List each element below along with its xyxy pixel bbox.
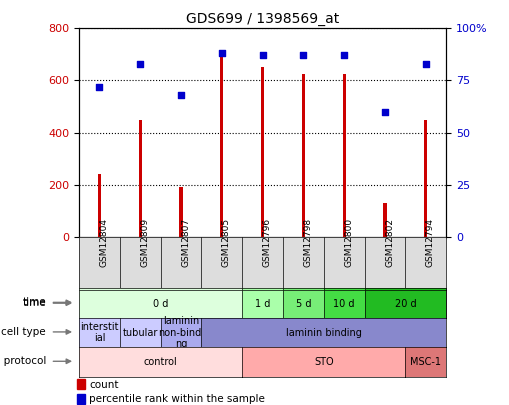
Text: GSM12802: GSM12802 (384, 218, 393, 266)
Text: 5 d: 5 d (295, 299, 310, 309)
Text: count: count (89, 379, 118, 390)
Point (136, 61, 144, 67)
Text: laminin
non-bindi
ng: laminin non-bindi ng (158, 316, 204, 349)
Bar (423, 119, 427, 237)
Text: 10 d: 10 d (333, 299, 354, 309)
Text: 0 d: 0 d (153, 298, 168, 308)
Bar (76, 394, 85, 403)
Text: time: time (22, 297, 46, 307)
Bar (342, 74, 345, 237)
Text: time: time (22, 298, 46, 308)
Text: 1 d: 1 d (254, 299, 270, 309)
Text: cell type: cell type (1, 327, 46, 337)
Text: GSM12794: GSM12794 (425, 218, 434, 266)
Point (380, 109, 388, 115)
Text: GSM12804: GSM12804 (99, 218, 108, 266)
Point (95, 83, 103, 90)
Point (421, 61, 429, 67)
Text: 20 d: 20 d (394, 299, 415, 309)
Point (258, 52, 266, 59)
Bar (179, 188, 182, 237)
Text: laminin binding: laminin binding (286, 328, 361, 337)
Point (340, 52, 348, 59)
Bar (138, 119, 142, 237)
Bar (220, 57, 223, 237)
Bar (383, 203, 386, 237)
Text: 20 d: 20 d (394, 298, 415, 308)
Text: 0 d: 0 d (153, 299, 168, 309)
Text: tubular: tubular (122, 328, 158, 337)
Bar (76, 379, 85, 390)
Text: control: control (144, 357, 177, 367)
Text: growth protocol: growth protocol (0, 356, 46, 366)
Text: GSM12809: GSM12809 (140, 217, 149, 267)
Text: 10 d: 10 d (333, 298, 354, 308)
Text: GSM12807: GSM12807 (181, 217, 190, 267)
Text: 5 d: 5 d (295, 298, 310, 308)
Bar (98, 174, 101, 237)
Text: GSM12800: GSM12800 (344, 217, 353, 267)
Text: STO: STO (314, 357, 333, 367)
Text: GSM12798: GSM12798 (303, 217, 312, 267)
Bar (301, 74, 304, 237)
Bar (261, 68, 264, 237)
Text: GSM12805: GSM12805 (221, 217, 231, 267)
Text: MSC-1: MSC-1 (410, 357, 440, 367)
Point (299, 52, 307, 59)
Point (217, 50, 225, 57)
Text: 1 d: 1 d (254, 298, 270, 308)
Point (177, 92, 185, 98)
Text: GSM12796: GSM12796 (262, 217, 271, 267)
Text: percentile rank within the sample: percentile rank within the sample (89, 394, 264, 404)
Title: GDS699 / 1398569_at: GDS699 / 1398569_at (186, 12, 338, 26)
Text: interstit
ial: interstit ial (80, 322, 119, 343)
